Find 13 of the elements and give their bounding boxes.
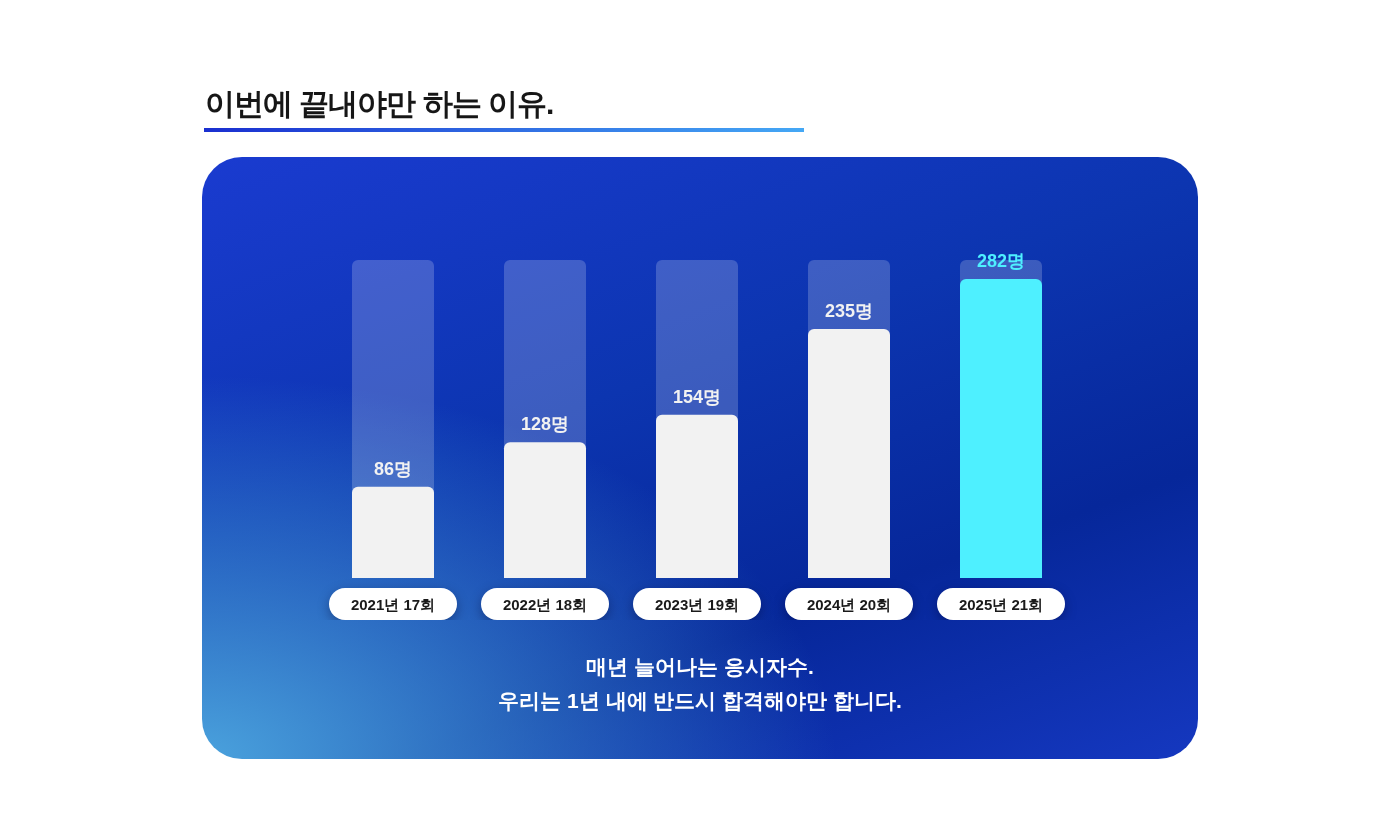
x-tick-label: 2021년 17회 (350, 596, 436, 613)
x-tick-label: 2024년 20회 (806, 596, 892, 613)
data-label: 154명 (672, 386, 722, 407)
data-label: 282명 (976, 251, 1026, 272)
chart-title: 이번에 끝내야만 하는 이유. (205, 86, 554, 122)
data-label: 128명 (520, 414, 570, 435)
text: 우리는 1년 내에 반드시 합격해야만 합니다. (497, 688, 903, 714)
x-tick-label: 2023년 19회 (654, 596, 740, 613)
data-label: 86명 (373, 458, 413, 479)
x-tick-label: 2022년 18회 (502, 596, 588, 613)
text: 매년 늘어나는 응시자수. (585, 654, 815, 680)
x-tick-label: 2025년 21회 (958, 596, 1044, 613)
data-label: 235명 (824, 300, 874, 321)
